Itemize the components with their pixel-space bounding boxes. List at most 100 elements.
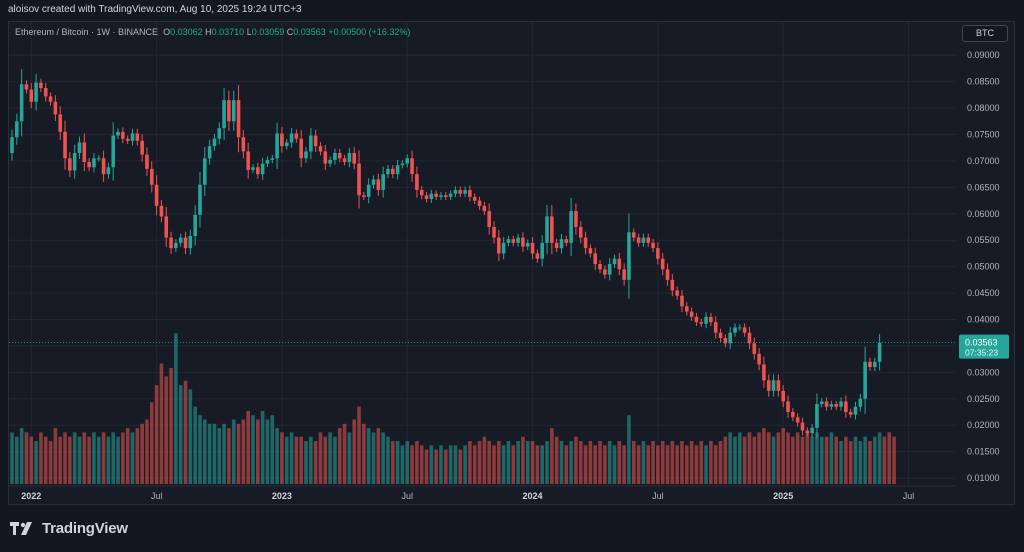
- candle: [53, 95, 58, 121]
- candle: [815, 393, 819, 439]
- candle: [766, 374, 771, 397]
- candle-body: [24, 84, 29, 90]
- volume-bar: [299, 436, 303, 484]
- volume-bar: [805, 432, 810, 484]
- candle-body: [246, 151, 250, 170]
- candle: [848, 408, 853, 418]
- candle: [313, 129, 318, 152]
- candle-body: [207, 146, 212, 159]
- candle-body: [815, 404, 819, 428]
- candle-body: [145, 154, 149, 169]
- volume-bar: [386, 436, 390, 484]
- candle: [819, 398, 824, 408]
- candle: [212, 134, 217, 151]
- candle: [747, 326, 752, 350]
- candle: [381, 166, 385, 198]
- volume-bar: [516, 441, 520, 484]
- candle: [434, 190, 438, 201]
- candle: [337, 149, 342, 163]
- x-tick-label: Jul: [652, 491, 664, 501]
- candle: [72, 144, 77, 179]
- volume-bar: [241, 419, 246, 484]
- candle: [622, 263, 626, 286]
- candle: [656, 242, 660, 265]
- volume-bar: [863, 436, 867, 484]
- y-tick-label: 0.08500: [967, 77, 1000, 87]
- candle: [612, 254, 617, 268]
- candle: [521, 232, 525, 252]
- volume-bar: [400, 445, 405, 484]
- candle: [675, 286, 679, 300]
- candle-body: [670, 279, 675, 291]
- candle-body: [651, 242, 655, 249]
- candle: [603, 265, 607, 279]
- candle: [636, 233, 641, 247]
- candle-body: [333, 153, 337, 160]
- candle: [578, 221, 583, 244]
- last-price-value: 0.03563: [965, 338, 998, 348]
- volume-bar: [468, 441, 472, 484]
- candle-body: [689, 311, 694, 317]
- candle: [824, 397, 829, 411]
- candle-body: [550, 216, 554, 243]
- candle-body: [776, 380, 781, 391]
- candle-body: [284, 142, 289, 147]
- candle: [48, 92, 53, 106]
- candle: [164, 206, 169, 248]
- candle: [535, 249, 540, 263]
- candle: [646, 233, 651, 247]
- candle: [810, 423, 814, 438]
- volume-bar: [858, 441, 863, 484]
- bar-countdown: 07:35:23: [965, 348, 998, 358]
- chart-pane[interactable]: [8, 21, 1015, 505]
- candle: [872, 357, 877, 372]
- y-tick-label: 0.01000: [967, 473, 1000, 483]
- candle: [439, 192, 443, 201]
- candle-body: [805, 430, 810, 434]
- candle: [395, 159, 400, 180]
- candle: [487, 203, 491, 235]
- x-tick-label: Jul: [401, 491, 413, 501]
- volume-bar: [892, 436, 896, 484]
- candle: [10, 129, 14, 161]
- candle: [448, 190, 453, 201]
- candle: [453, 186, 458, 198]
- symbol-button[interactable]: BTC: [962, 25, 1008, 42]
- candle-body: [545, 216, 549, 243]
- candle-body: [713, 322, 718, 333]
- legend-open-label: O: [163, 27, 171, 37]
- candle: [877, 333, 882, 371]
- candle-body: [839, 401, 843, 407]
- y-tick-label: 0.06000: [967, 209, 1000, 219]
- volume-bar: [578, 441, 583, 484]
- volume-bar: [34, 441, 38, 484]
- candle-body: [328, 159, 332, 164]
- y-tick-label: 0.05500: [967, 235, 1000, 245]
- chart-legend: Ethereum / Bitcoin · 1W · BINANCE O0.030…: [15, 27, 410, 37]
- candle: [757, 348, 761, 371]
- candle-body: [593, 253, 598, 264]
- volume-bar: [766, 432, 771, 484]
- brand-logo[interactable]: TradingView: [10, 520, 128, 537]
- volume-bar: [256, 419, 260, 484]
- candle-body: [222, 100, 226, 129]
- candle: [545, 205, 549, 255]
- candle: [583, 231, 588, 254]
- candle-body: [366, 184, 371, 197]
- volume-bar: [670, 441, 675, 484]
- y-tick-label: 0.05000: [967, 262, 1000, 272]
- candle: [781, 385, 785, 408]
- volume-bar: [492, 445, 496, 484]
- volume-bar: [169, 367, 173, 484]
- volume-bar: [19, 428, 24, 484]
- candle: [800, 417, 805, 436]
- candle-body: [34, 82, 38, 102]
- candle: [106, 162, 111, 179]
- volume-bar: [550, 428, 554, 484]
- volume-bar: [574, 436, 578, 484]
- volume-bar: [593, 445, 598, 484]
- volume-bar: [366, 428, 371, 484]
- volume-bar: [444, 449, 448, 484]
- volume-bar: [92, 432, 96, 484]
